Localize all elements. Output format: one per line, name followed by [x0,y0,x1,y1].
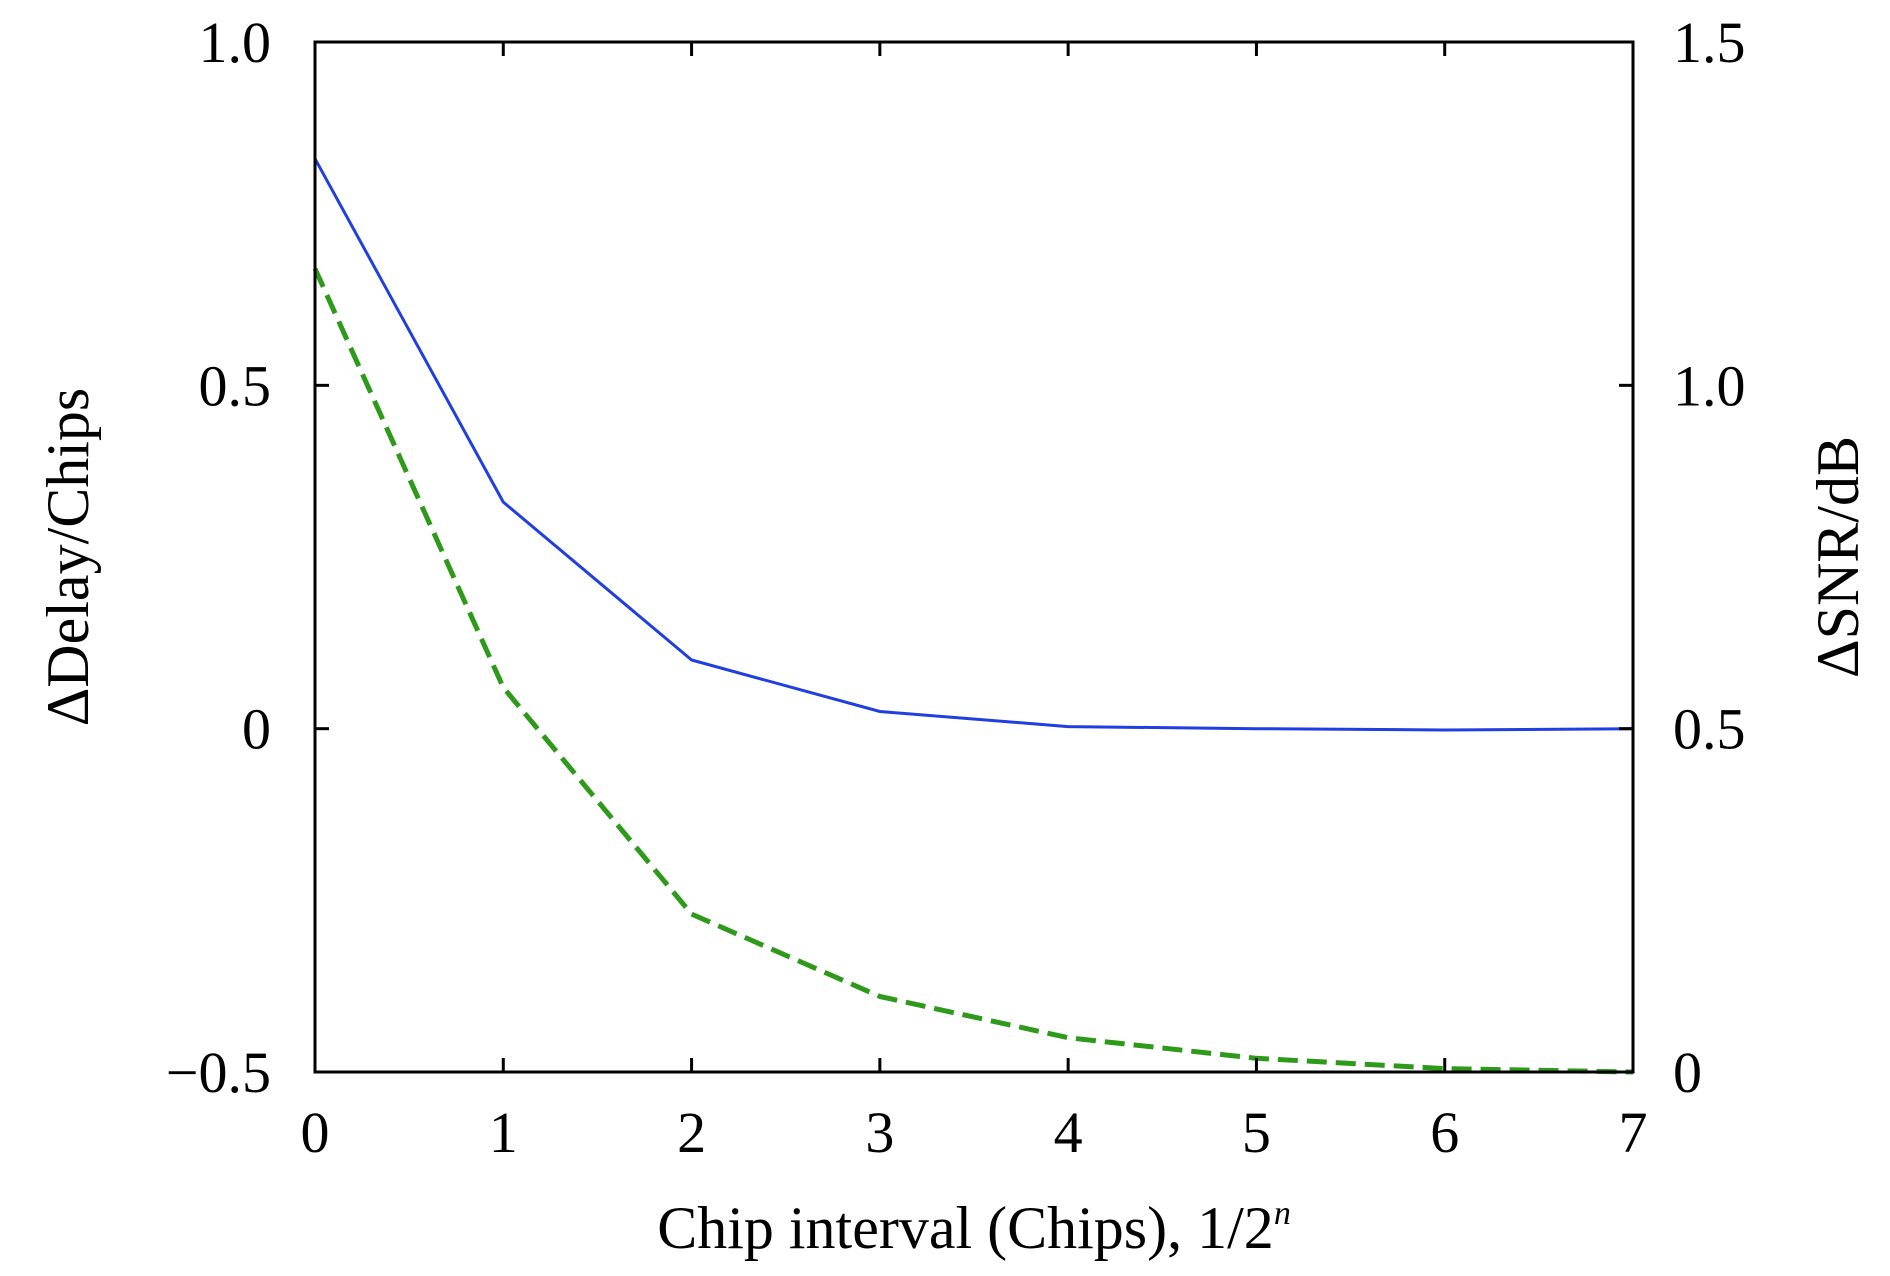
delay-series-line [313,157,1634,732]
ticks-layer [313,40,1635,1074]
y-left-axis-title: ΔDelay/Chips [35,388,101,727]
y-right-tick-label: 1.0 [1673,353,1746,418]
y-left-tick-label: 1.0 [199,10,272,75]
x-axis-title-main: Chip interval (Chips), 1/2 [657,1195,1274,1261]
x-tick-label: 2 [677,1100,706,1165]
x-tick-label: 1 [489,1100,518,1165]
y-right-tick-label: 0 [1673,1040,1702,1105]
x-tick-label: 3 [865,1100,894,1165]
x-axis-title-superscript: n [1274,1195,1291,1232]
series-layer [312,157,1634,1075]
x-tick-label: 5 [1242,1100,1271,1165]
x-tick-label: 7 [1619,1100,1648,1165]
snr-series-line [312,267,1634,1075]
y-left-tick-label: 0.5 [199,353,272,418]
y-right-tick-label: 0.5 [1673,697,1746,762]
plot-frame [313,40,1635,1074]
x-tick-label: 0 [301,1100,330,1165]
x-tick-label: 6 [1430,1100,1459,1165]
y-left-tick-label: −0.5 [166,1040,271,1105]
y-right-axis-title: ΔSNR/dB [1805,436,1871,678]
x-tick-label: 4 [1054,1100,1083,1165]
y-right-tick-label: 1.5 [1673,10,1746,75]
tick-labels-layer: 0 1 2 3 4 5 6 7 −0.5 0 0.5 1.0 0 0.5 1.0 1.5 [166,10,1746,1165]
x-axis-title: Chip interval (Chips), 1/2n [657,1195,1291,1261]
y-left-tick-label: 0 [242,697,271,762]
